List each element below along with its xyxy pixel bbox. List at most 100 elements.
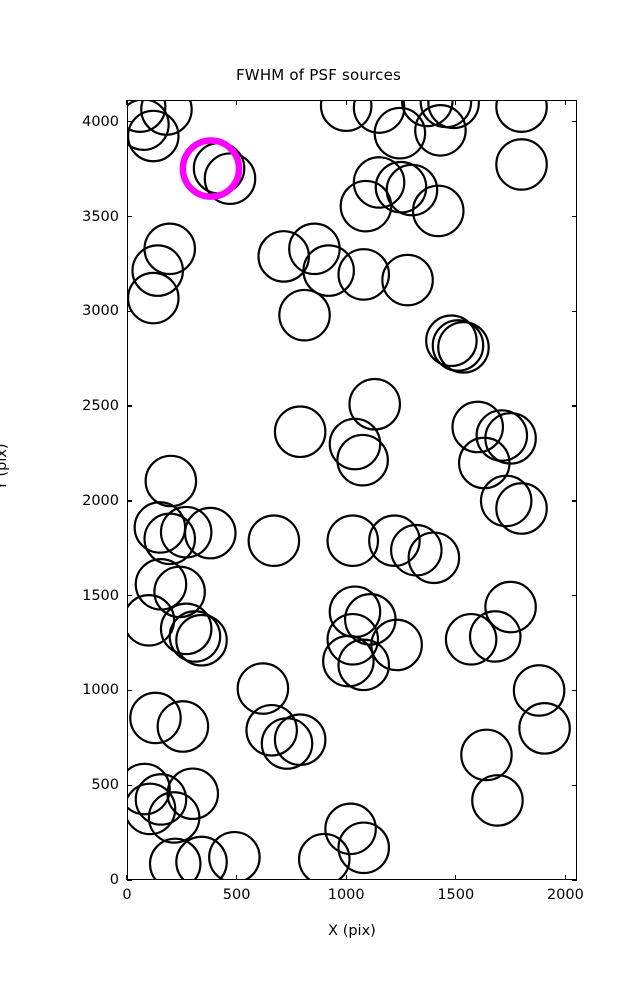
psf-source-marker: [451, 400, 505, 454]
psf-source-marker: [431, 319, 485, 372]
x-tick-mark: [345, 875, 347, 880]
psf-source-marker: [484, 580, 537, 634]
x-tick-label: 1500: [437, 887, 475, 903]
psf-source-marker: [400, 100, 454, 128]
x-tick-mark: [126, 875, 128, 880]
selected-source-circle: [179, 137, 243, 200]
psf-source-marker: [147, 791, 201, 844]
selected-psf-marker: [179, 137, 243, 200]
x-tick-mark-top: [345, 100, 347, 105]
axes-frame: [127, 100, 577, 880]
psf-source-marker: [512, 664, 566, 717]
source-circles: [127, 100, 571, 880]
y-tick-label: 0: [109, 872, 119, 888]
chart-title: FWHM of PSF sources: [235, 66, 402, 84]
psf-source-marker: [127, 271, 180, 325]
y-tick-mark: [127, 689, 132, 692]
psf-source-marker: [297, 832, 351, 880]
x-tick-mark-top: [235, 100, 238, 105]
psf-source-marker: [175, 835, 228, 880]
psf-source-marker: [336, 433, 389, 487]
y-tick-mark: [127, 215, 132, 218]
y-tick-label: 2000: [82, 492, 119, 509]
psf-source-marker: [143, 512, 197, 566]
psf-source-marker: [352, 100, 406, 134]
psf-source-marker: [129, 691, 182, 745]
y-tick-mark: [127, 121, 132, 123]
y-tick-mark: [127, 595, 132, 597]
x-tick-label: 500: [222, 887, 251, 903]
psf-source-marker: [407, 531, 461, 585]
psf-source-marker: [337, 248, 391, 301]
psf-source-marker: [133, 501, 187, 554]
x-tick-label: 1000: [327, 887, 365, 903]
psf-source-marker: [373, 106, 427, 160]
psf-source-marker: [468, 610, 522, 663]
psf-source-marker: [127, 782, 177, 836]
psf-source-marker: [302, 244, 355, 297]
x-tick-label: 2000: [546, 887, 584, 903]
psf-source-marker: [127, 100, 170, 151]
psf-source-marker: [414, 104, 467, 157]
psf-source-marker: [444, 612, 498, 666]
psf-source-marker: [148, 837, 202, 880]
psf-source-marker: [326, 612, 380, 666]
psf-source-marker: [370, 618, 423, 672]
psf-source-marker: [324, 802, 377, 856]
y-tick-mark-right: [572, 500, 577, 502]
psf-source-marker: [385, 163, 439, 217]
psf-source-marker: [339, 179, 393, 233]
y-tick-mark-right: [572, 121, 577, 123]
psf-source-marker: [437, 321, 490, 374]
psf-source-marker: [208, 830, 261, 880]
psf-source-marker: [168, 610, 222, 663]
psf-source-marker: [475, 409, 529, 462]
psf-source-marker: [471, 774, 524, 827]
x-tick-label: 0: [122, 887, 132, 903]
psf-source-marker: [411, 184, 465, 238]
psf-source-marker: [479, 474, 533, 528]
psf-source-marker: [131, 244, 184, 297]
psf-source-marker: [273, 713, 327, 767]
psf-source-marker: [183, 506, 237, 560]
y-tick-label: 3500: [82, 208, 119, 225]
psf-source-marker: [257, 230, 311, 283]
y-tick-mark: [127, 405, 132, 407]
y-tick-label: 4000: [82, 113, 119, 130]
psf-source-marker: [352, 156, 406, 209]
x-tick-mark: [235, 875, 238, 880]
psf-source-marker: [319, 100, 373, 132]
psf-source-marker: [159, 602, 213, 656]
y-tick-label: 1500: [82, 587, 119, 604]
psf-source-marker: [127, 100, 167, 133]
y-tick-label: 2500: [82, 398, 119, 415]
psf-source-marker: [247, 514, 301, 568]
y-tick-mark-right: [572, 784, 577, 786]
x-tick-mark: [564, 875, 567, 880]
psf-source-marker: [348, 377, 402, 431]
psf-source-marker: [134, 773, 188, 826]
y-tick-mark-right: [572, 405, 577, 407]
psf-source-marker: [326, 514, 380, 568]
psf-source-marker: [127, 762, 171, 816]
y-tick-label: 500: [91, 777, 119, 794]
psf-source-marker: [427, 100, 480, 130]
x-tick-mark-top: [455, 100, 457, 105]
psf-source-marker: [381, 253, 434, 307]
y-tick-mark: [127, 310, 132, 312]
psf-source-marker: [337, 638, 391, 692]
psf-source-marker: [460, 728, 513, 782]
psf-source-marker: [495, 100, 548, 133]
psf-source-marker: [156, 700, 210, 753]
psf-source-marker: [337, 821, 391, 875]
psf-source-marker: [127, 594, 176, 647]
scatter-layer: [127, 100, 571, 880]
psf-source-marker: [278, 288, 331, 342]
y-tick-mark-right: [572, 595, 577, 597]
x-tick-mark-top: [564, 100, 567, 105]
psf-source-marker: [236, 662, 290, 715]
psf-source-marker: [153, 565, 206, 619]
y-tick-mark-right: [572, 879, 577, 881]
psf-source-marker: [322, 634, 375, 688]
